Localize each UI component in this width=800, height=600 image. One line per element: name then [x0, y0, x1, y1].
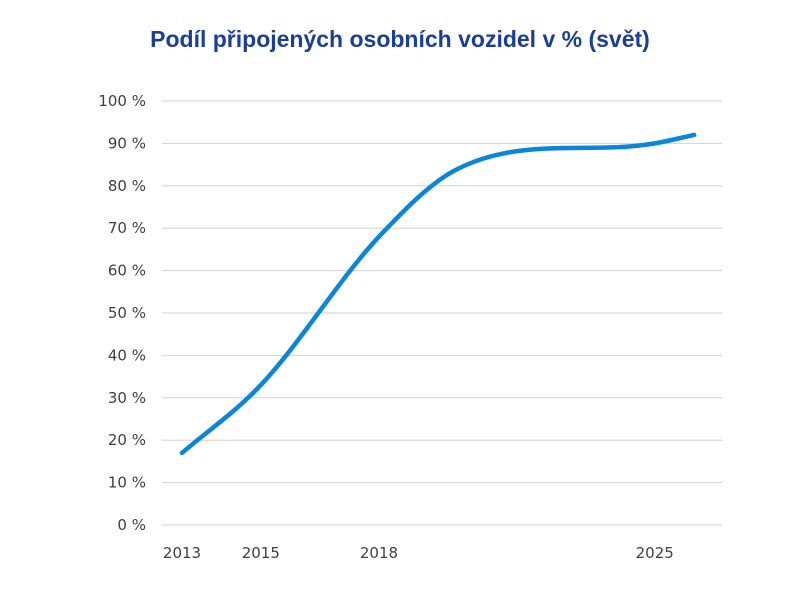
- y-tick-label: 100 %: [98, 92, 146, 110]
- y-tick-label: 70 %: [108, 219, 146, 237]
- y-axis-ticks: 0 % 10 % 20 % 30 % 40 % 50 % 60 % 70 % 80 % 90 % 1…: [98, 92, 146, 534]
- x-axis-ticks: 2013 2015 2018 2025: [163, 544, 674, 562]
- y-tick-label: 20 %: [108, 431, 146, 449]
- x-tick-label: 2018: [360, 544, 398, 562]
- y-tick-label: 80 %: [108, 177, 146, 195]
- gridlines: [162, 100, 722, 526]
- series-layer: [179, 132, 697, 456]
- y-tick-label: 0 %: [117, 516, 146, 534]
- x-tick-label: 2015: [242, 544, 280, 562]
- x-tick-label: 2013: [163, 544, 201, 562]
- y-tick-label: 60 %: [108, 262, 146, 280]
- y-tick-label: 10 %: [108, 474, 146, 492]
- y-tick-label: 50 %: [108, 304, 146, 322]
- x-tick-label: 2025: [636, 544, 674, 562]
- series-line: [179, 132, 697, 456]
- y-tick-label: 30 %: [108, 389, 146, 407]
- y-tick-label: 90 %: [108, 134, 146, 152]
- chart-title: Podíl připojených osobních vozidel v % (…: [150, 26, 650, 52]
- y-tick-label: 40 %: [108, 346, 146, 364]
